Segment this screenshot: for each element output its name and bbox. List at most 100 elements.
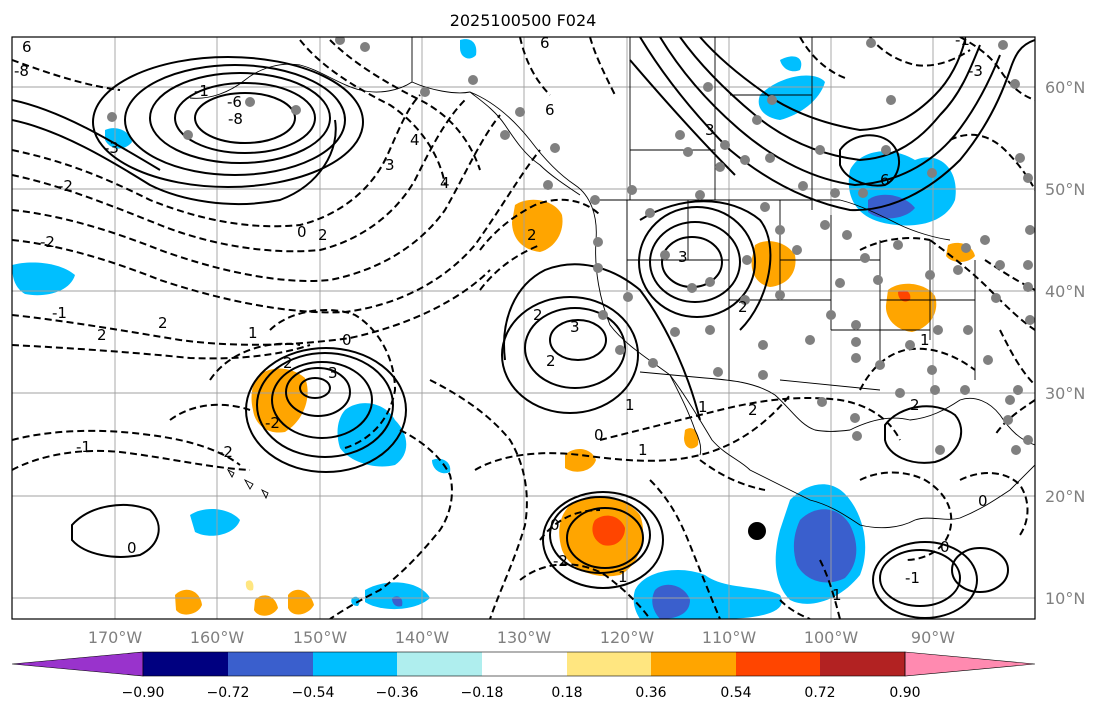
colorbar-tick-label: −0.18: [461, 685, 504, 701]
contour-label: 2: [738, 298, 748, 316]
contour-labels: 6 -8 -8 -6 -1 -3 6 4 3 -2 -2 -1 2 2 0 2 …: [14, 31, 988, 604]
colorbar-segment: [651, 652, 736, 676]
contour-label: 1: [638, 441, 648, 459]
shade-positive-rocky: [751, 241, 796, 287]
contour-label: 2: [748, 401, 758, 419]
shade-positive-south-1: [175, 589, 202, 615]
coast-alaska: [189, 63, 413, 99]
contour-label: 0: [342, 331, 352, 349]
map-area: 6 -8 -8 -6 -1 -3 6 4 3 -2 -2 -1 2 2 0 2 …: [12, 31, 1035, 619]
contour-label: -2: [40, 233, 55, 251]
shade-negative-westcoast: [12, 262, 75, 296]
lat-label-50n: 50°N: [1045, 180, 1085, 199]
contour-label: -2: [553, 552, 568, 570]
border-us-canada: [596, 199, 951, 241]
colorbar-segment: [736, 652, 820, 676]
contour-label: -2: [58, 177, 73, 195]
shade-positive-tc-core: [592, 515, 625, 546]
contour-label: 1: [832, 586, 842, 604]
colorbar-tick-label: 0.36: [635, 685, 666, 701]
shade-negative-hudson-core: [868, 194, 915, 219]
contour-label: -1: [955, 31, 970, 49]
colorbar-tick-label: 0.18: [551, 685, 582, 701]
contour-label: 2: [318, 226, 328, 244]
lon-label-110w: 110°W: [702, 628, 757, 647]
lon-label-160w: 160°W: [190, 628, 245, 647]
contour-label: 6: [22, 38, 32, 56]
lon-label-150w: 150°W: [293, 628, 348, 647]
storm-center-marker: [748, 522, 766, 540]
border-states-2: [779, 240, 976, 391]
lat-label-20n: 20°N: [1045, 487, 1085, 506]
colorbar: [11, 651, 1036, 677]
contour-label: 2: [158, 314, 168, 332]
shade-negative-canada-2: [780, 56, 802, 72]
contours-dashed: [12, 37, 1035, 619]
colorbar-low-extend: [11, 651, 144, 677]
contour-label: 3: [705, 121, 715, 139]
latitude-labels: 60°N 50°N 40°N 30°N 20°N 10°N: [1045, 78, 1085, 608]
shade-positive-hawaii-low: [251, 368, 308, 433]
contour-label: -1: [194, 82, 209, 100]
contour-label: -8: [228, 110, 243, 128]
shade-negative-aleutian: [105, 128, 132, 149]
contour-label: 0: [550, 516, 560, 534]
colorbar-segment: [397, 652, 482, 676]
colorbar-tick-labels: −0.90 −0.72 −0.54 −0.36 −0.18 0.18 0.36 …: [122, 685, 921, 701]
contour-label: -3: [104, 139, 119, 157]
lat-label-30n: 30°N: [1045, 384, 1085, 403]
colorbar-segment: [143, 652, 228, 676]
contour-label: -1: [76, 438, 91, 456]
contour-label: 1: [920, 331, 930, 349]
shade-positive-baja: [684, 428, 699, 449]
contour-label: 0: [978, 492, 988, 510]
shade-positive-south-3: [288, 589, 314, 615]
colorbar-outline: [142, 651, 906, 677]
lat-label-60n: 60°N: [1045, 78, 1085, 97]
lon-label-90w: 90°W: [911, 628, 955, 647]
shade-negative-hawaii-s: [190, 508, 240, 536]
lon-label-170w: 170°W: [88, 628, 143, 647]
contour-label: -6: [227, 93, 242, 111]
contour-label: 2: [546, 352, 556, 370]
lon-label-130w: 130°W: [497, 628, 552, 647]
contour-label: 6: [880, 171, 890, 189]
longitude-labels: 170°W 160°W 150°W 140°W 130°W 120°W 110°…: [88, 628, 955, 647]
contour-label: 1: [625, 396, 635, 414]
shade-positive-midwest-core: [898, 290, 911, 302]
lon-label-120w: 120°W: [600, 628, 655, 647]
colorbar-tick-label: −0.36: [376, 685, 419, 701]
colorbar-segment: [482, 652, 567, 676]
coast-alaska-islands: [469, 91, 581, 196]
colorbar-tick-label: 0.72: [804, 685, 835, 701]
shade-negative-hawaii-ne: [337, 403, 407, 467]
colorbar-segment: [313, 652, 397, 676]
colorbar-high-extend: [904, 651, 1036, 677]
contour-label: 2: [283, 354, 293, 372]
shade-positive-south-2: [254, 595, 278, 616]
contour-label: -3: [968, 62, 983, 80]
contour-label: 0: [594, 426, 604, 444]
contours-solid: [12, 37, 1035, 619]
shade-negative-small-2: [432, 458, 451, 474]
colorbar-tick-label: 0.90: [889, 685, 920, 701]
hawaii-islands: [226, 468, 269, 500]
colorbar-segment: [820, 652, 905, 676]
contour-label: 0: [940, 538, 950, 556]
colorbar-tick-label: 0.54: [720, 685, 751, 701]
colorbar-tick-label: −0.54: [292, 685, 335, 701]
contour-label: -2: [218, 443, 233, 461]
contour-label: 4: [410, 131, 420, 149]
coast-baja: [669, 374, 702, 456]
colorbar-segment: [567, 652, 651, 676]
contour-label: -1: [52, 304, 67, 322]
contour-label: 6: [540, 34, 550, 52]
map-frame: [11, 36, 1036, 620]
shade-negative-tropic-core: [652, 584, 690, 619]
contour-label: 3: [328, 364, 338, 382]
contour-label: 2: [533, 306, 543, 324]
shade-negative-mexico-core: [793, 509, 857, 583]
contour-label: 3: [385, 156, 395, 174]
contour-label: 3: [678, 248, 688, 266]
